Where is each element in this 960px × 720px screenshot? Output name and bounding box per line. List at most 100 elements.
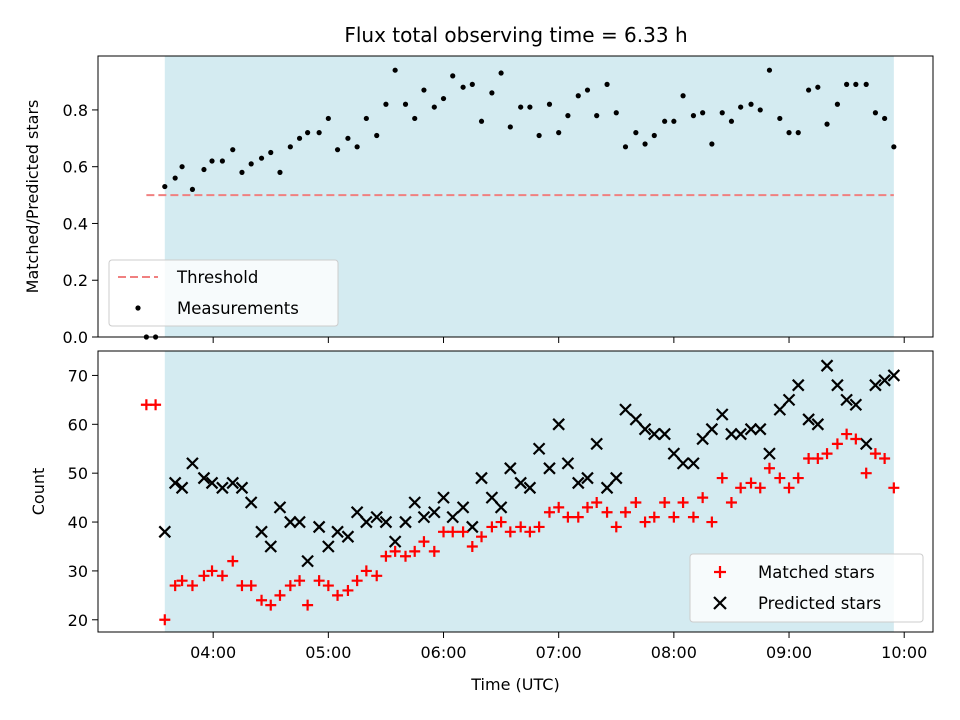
measurement-point (296, 135, 303, 141)
predicted-star-marker (581, 471, 594, 485)
measurement-point (575, 93, 581, 99)
measurement-point (604, 81, 610, 87)
predicted-star-marker (753, 422, 767, 436)
measurement-point (882, 115, 888, 122)
predicted-star-marker (859, 437, 873, 451)
matched-star-marker (553, 501, 565, 513)
predicted-star-marker (244, 496, 258, 509)
measurement-point (507, 124, 513, 130)
matched-star-marker (630, 496, 642, 508)
predicted-star-marker (370, 510, 383, 524)
measurement-point (162, 183, 168, 190)
predicted-star-marker (331, 525, 344, 539)
bottom-x-tick-label: 08:00 (651, 643, 697, 662)
measurement-point (719, 110, 725, 116)
predicted-star-marker (878, 374, 891, 387)
predicted-star-marker (514, 476, 527, 490)
predicted-star-marker (676, 457, 690, 470)
predicted-star-marker (648, 427, 661, 441)
predicted-star-marker (428, 505, 441, 519)
measurement-point (219, 158, 225, 164)
predicted-star-marker (600, 481, 614, 495)
predicted-star-marker (561, 457, 575, 470)
top-axes-frame (97, 55, 934, 338)
predicted-star-marker (360, 515, 373, 529)
matched-star-marker (716, 472, 728, 484)
predicted-star-marker (696, 432, 709, 446)
measurement-point (594, 113, 600, 119)
predicted-star-marker (475, 471, 488, 485)
matched-star-marker (294, 575, 306, 587)
bottom-y-tick-label: 60 (68, 415, 88, 434)
matched-star-marker (888, 482, 900, 494)
measurement-point (334, 147, 341, 153)
bottom-x-tick-label: 07:00 (536, 643, 582, 662)
matched-star-marker (495, 516, 507, 528)
matched-star-marker (677, 496, 689, 508)
matched-star-marker (763, 462, 775, 474)
matched-star-marker (447, 526, 459, 538)
top-plot-area (143, 67, 897, 340)
top-legend-threshold-label: Threshold (176, 268, 258, 287)
matched-star-marker (457, 526, 469, 538)
measurement-point (460, 84, 466, 90)
measurement-point (412, 115, 418, 122)
bottom-x-tick-label: 09:00 (766, 643, 812, 662)
predicted-star-marker (734, 427, 747, 441)
measurement-point (489, 90, 495, 96)
top-legend-measurements-swatch (135, 305, 141, 311)
predicted-star-marker (687, 457, 700, 470)
predicted-star-marker (744, 422, 758, 436)
measurement-point (824, 121, 830, 127)
matched-star-marker (438, 526, 450, 538)
matched-star-marker (476, 531, 488, 543)
matched-star-marker (389, 545, 401, 557)
measurement-point (239, 169, 245, 175)
bottom-y-tick-label: 40 (68, 513, 88, 532)
measurement-point (383, 101, 389, 107)
bottom-y-axis-title: Count (29, 468, 48, 516)
matched-star-marker (697, 492, 709, 504)
predicted-star-marker (532, 442, 546, 456)
predicted-star-marker (284, 515, 297, 529)
measurement-point (872, 110, 879, 116)
predicted-star-marker (840, 393, 853, 407)
predicted-star-marker (293, 515, 306, 529)
matched-star-marker (524, 526, 536, 538)
predicted-star-marker (782, 393, 796, 407)
measurement-point (546, 101, 553, 107)
bottom-y-tick-label: 30 (68, 562, 88, 581)
bottom-legend-predicted-swatch (713, 596, 727, 610)
measurement-point (536, 132, 542, 139)
predicted-star-marker (658, 427, 671, 441)
measurement-point (189, 186, 196, 193)
measurement-point (440, 95, 447, 102)
matched-star-marker (659, 496, 671, 508)
predicted-star-marker (869, 378, 882, 392)
matched-star-marker (486, 521, 498, 533)
measurement-point (201, 166, 207, 173)
matched-star-marker (409, 545, 421, 557)
bottom-legend-box (689, 553, 924, 623)
matched-star-marker (216, 570, 228, 582)
measurement-point (777, 115, 783, 122)
measurement-point (786, 130, 792, 136)
predicted-star-marker (543, 462, 556, 475)
top-panel: 0.00.20.40.60.8 Matched/Predicted stars … (23, 55, 934, 347)
matched-star-marker (322, 580, 334, 592)
measurement-point (363, 115, 369, 122)
measurement-point (748, 101, 754, 107)
measurement-point (478, 118, 485, 124)
matched-star-marker (245, 580, 257, 592)
matched-star-marker (284, 580, 296, 592)
top-y-tick-label: 0.4 (63, 214, 88, 233)
predicted-star-marker (456, 501, 470, 514)
matched-star-marker (860, 467, 872, 479)
matched-star-marker (342, 584, 354, 596)
matched-star-marker (371, 570, 383, 582)
matched-star-marker (176, 575, 188, 587)
matched-star-marker (206, 565, 218, 577)
measurement-point (584, 87, 591, 93)
matched-star-marker (256, 594, 268, 606)
